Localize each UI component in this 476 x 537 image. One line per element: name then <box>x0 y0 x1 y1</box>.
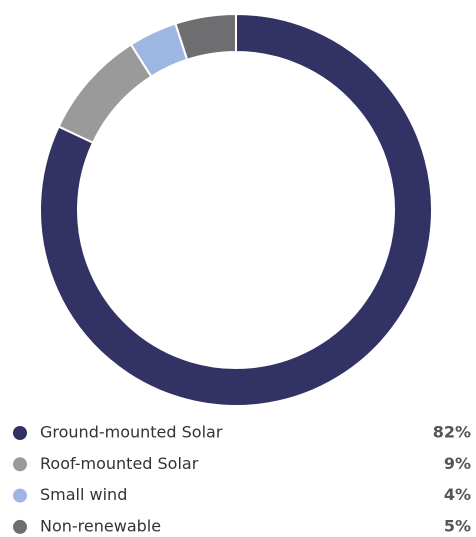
legend-swatch <box>13 426 27 440</box>
legend-value: 5% <box>444 516 471 535</box>
legend-value: 82% <box>433 423 471 442</box>
legend-value: 4% <box>444 485 471 504</box>
legend-label: Small wind <box>40 485 127 504</box>
legend-label: Roof-mounted Solar <box>40 454 199 473</box>
legend-label: Non-renewable <box>40 516 161 535</box>
slice <box>39 12 433 407</box>
legend-swatch <box>13 519 27 534</box>
slice <box>174 12 237 61</box>
legend-swatch <box>13 488 27 503</box>
legend-value: 9% <box>444 454 471 473</box>
legend-swatch <box>13 457 27 472</box>
slice <box>57 43 153 145</box>
legend-label: Ground-mounted Solar <box>40 423 223 442</box>
